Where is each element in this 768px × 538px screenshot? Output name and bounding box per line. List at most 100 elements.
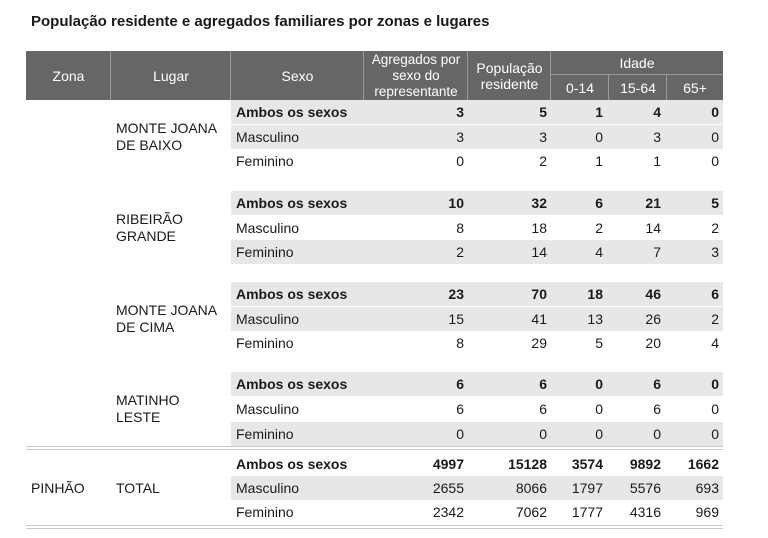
age-65-cell: 0 <box>711 401 719 417</box>
age-65-cell: 5 <box>711 195 719 211</box>
agregados-cell: 15 <box>448 311 464 327</box>
age-0-14-cell: 0 <box>595 129 603 145</box>
sexo-cell: Feminino <box>236 244 294 260</box>
age-0-14-cell: 1 <box>595 153 603 169</box>
header-populacao: População residente <box>468 51 551 100</box>
sexo-cell: Feminino <box>236 426 294 442</box>
populacao-cell: 3 <box>539 129 547 145</box>
age-15-64-cell: 5576 <box>629 480 661 496</box>
agregados-cell: 23 <box>448 286 464 302</box>
age-0-14-cell: 1 <box>595 104 603 120</box>
age-15-64-cell: 46 <box>645 286 661 302</box>
populacao-cell: 7062 <box>515 504 547 520</box>
agregados-cell: 0 <box>456 426 464 442</box>
age-0-14-cell: 0 <box>595 376 603 392</box>
agregados-cell: 2655 <box>432 480 464 496</box>
sexo-cell: Ambos os sexos <box>236 104 348 120</box>
populacao-cell: 8066 <box>515 480 547 496</box>
agregados-cell: 2 <box>456 244 464 260</box>
age-15-64-cell: 4316 <box>629 504 661 520</box>
age-65-cell: 2 <box>711 220 719 236</box>
header-idade: Idade <box>551 51 723 74</box>
section-divider <box>26 525 723 526</box>
zona-label: PINHÃO <box>31 480 85 496</box>
section-divider <box>26 449 723 450</box>
sexo-cell: Ambos os sexos <box>236 456 348 472</box>
agregados-cell: 0 <box>456 153 464 169</box>
header-sexo: Sexo <box>231 51 364 100</box>
age-15-64-cell: 14 <box>645 220 661 236</box>
age-0-14-cell: 1797 <box>571 480 603 496</box>
age-15-64-cell: 3 <box>653 129 661 145</box>
header-lugar: Lugar <box>111 51 231 100</box>
agregados-cell: 3 <box>456 104 464 120</box>
lugar-label: MATINHO LESTE <box>116 392 180 425</box>
age-0-14-cell: 18 <box>587 286 603 302</box>
populacao-cell: 70 <box>531 286 547 302</box>
age-65-cell: 969 <box>695 504 719 520</box>
sexo-cell: Ambos os sexos <box>236 376 348 392</box>
populacao-cell: 29 <box>531 335 547 351</box>
populacao-cell: 0 <box>539 426 547 442</box>
header-age-15-64: 15-64 <box>609 75 667 100</box>
age-65-cell: 0 <box>711 129 719 145</box>
age-65-cell: 0 <box>711 104 719 120</box>
section-divider <box>26 446 723 447</box>
age-15-64-cell: 9892 <box>629 456 661 472</box>
populacao-cell: 5 <box>539 104 547 120</box>
header-age-0-14: 0-14 <box>551 75 609 100</box>
sexo-cell: Ambos os sexos <box>236 286 348 302</box>
populacao-cell: 14 <box>531 244 547 260</box>
age-0-14-cell: 3574 <box>571 456 603 472</box>
age-65-cell: 0 <box>711 153 719 169</box>
populacao-cell: 6 <box>539 376 547 392</box>
lugar-label: RIBEIRÃO GRANDE <box>116 211 183 244</box>
agregados-cell: 2342 <box>432 504 464 520</box>
sexo-cell: Masculino <box>236 401 300 417</box>
sexo-cell: Masculino <box>236 311 300 327</box>
agregados-cell: 8 <box>456 220 464 236</box>
lugar-label: MONTE JOANA DE BAIXO <box>116 120 217 153</box>
age-15-64-cell: 6 <box>653 401 661 417</box>
age-0-14-cell: 13 <box>587 311 603 327</box>
agregados-cell: 6 <box>456 376 464 392</box>
age-15-64-cell: 4 <box>653 104 661 120</box>
age-15-64-cell: 6 <box>653 376 661 392</box>
agregados-cell: 10 <box>448 195 464 211</box>
page-title: População residente e agregados familiar… <box>31 13 490 30</box>
age-0-14-cell: 0 <box>595 426 603 442</box>
age-65-cell: 3 <box>711 244 719 260</box>
sexo-cell: Masculino <box>236 220 300 236</box>
age-65-cell: 0 <box>711 426 719 442</box>
header-age-65: 65+ <box>667 75 723 100</box>
age-65-cell: 1662 <box>687 456 719 472</box>
age-15-64-cell: 7 <box>653 244 661 260</box>
populacao-cell: 2 <box>539 153 547 169</box>
sexo-cell: Feminino <box>236 153 294 169</box>
age-65-cell: 0 <box>711 376 719 392</box>
populacao-cell: 41 <box>531 311 547 327</box>
populacao-cell: 15128 <box>508 456 547 472</box>
age-0-14-cell: 0 <box>595 401 603 417</box>
populacao-cell: 18 <box>531 220 547 236</box>
sexo-cell: Feminino <box>236 504 294 520</box>
sexo-cell: Masculino <box>236 129 300 145</box>
agregados-cell: 6 <box>456 401 464 417</box>
age-65-cell: 693 <box>695 480 719 496</box>
age-0-14-cell: 6 <box>595 195 603 211</box>
age-0-14-cell: 1777 <box>571 504 603 520</box>
age-65-cell: 2 <box>711 311 719 327</box>
section-divider <box>26 528 723 529</box>
age-15-64-cell: 1 <box>653 153 661 169</box>
age-15-64-cell: 20 <box>645 335 661 351</box>
age-15-64-cell: 0 <box>653 426 661 442</box>
age-15-64-cell: 21 <box>645 195 661 211</box>
agregados-cell: 8 <box>456 335 464 351</box>
agregados-cell: 3 <box>456 129 464 145</box>
age-0-14-cell: 5 <box>595 335 603 351</box>
populacao-cell: 6 <box>539 401 547 417</box>
header-zona: Zona <box>26 51 111 100</box>
age-65-cell: 4 <box>711 335 719 351</box>
populacao-cell: 32 <box>531 195 547 211</box>
lugar-label: TOTAL <box>116 480 160 496</box>
